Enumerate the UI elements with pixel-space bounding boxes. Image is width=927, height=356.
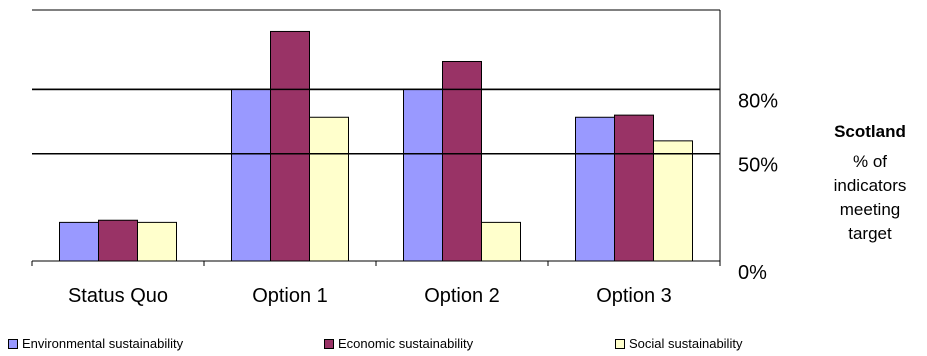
side-title-line-2: indicators <box>833 176 907 195</box>
x-tick-label-1: Option 1 <box>252 285 328 307</box>
bar-1-0 <box>231 88 271 262</box>
side-title-heading: Scotland <box>834 122 906 141</box>
legend-swatch-social <box>615 338 625 349</box>
axes <box>31 9 721 266</box>
x-tick-label-0: Status Quo <box>68 285 168 307</box>
legend-swatch-environmental <box>8 338 18 349</box>
legend-swatch-economic <box>324 338 334 349</box>
bar-1-1 <box>270 30 310 262</box>
bar-2-2 <box>481 221 521 262</box>
bar-2-1 <box>442 60 482 262</box>
tick-labels: Status Quo Option 1 Option 2 Option 3 0% 50% 8… <box>68 90 778 307</box>
bar-0-0 <box>59 221 99 262</box>
x-tick-label-3: Option 3 <box>596 285 672 307</box>
bar-0-2 <box>137 221 177 262</box>
side-title-line-3: meeting <box>839 200 901 219</box>
bar-1-2 <box>309 116 349 262</box>
bars <box>59 30 693 262</box>
legend-label-environmental: Environmental sustainability <box>22 336 184 351</box>
legend-label-social: Social sustainability <box>629 336 743 351</box>
legend-item-economic: Economic sustainability <box>324 336 473 351</box>
x-tick-label-2: Option 2 <box>424 285 500 307</box>
bar-3-0 <box>575 116 615 262</box>
bar-0-1 <box>98 219 138 262</box>
legend-item-social: Social sustainability <box>615 336 742 351</box>
y-tick-label-2: 80% <box>738 90 778 112</box>
bar-3-2 <box>653 140 693 262</box>
side-title-line-1: % of <box>852 152 888 171</box>
y-tick-label-1: 50% <box>738 155 778 177</box>
side-title-line-4: target <box>848 224 892 243</box>
bar-2-0 <box>403 88 443 262</box>
bar-3-1 <box>614 114 654 262</box>
legend-item-environmental: Environmental sustainability <box>8 336 183 351</box>
legend-label-economic: Economic sustainability <box>338 336 474 351</box>
y-tick-label-0: 0% <box>738 262 767 284</box>
